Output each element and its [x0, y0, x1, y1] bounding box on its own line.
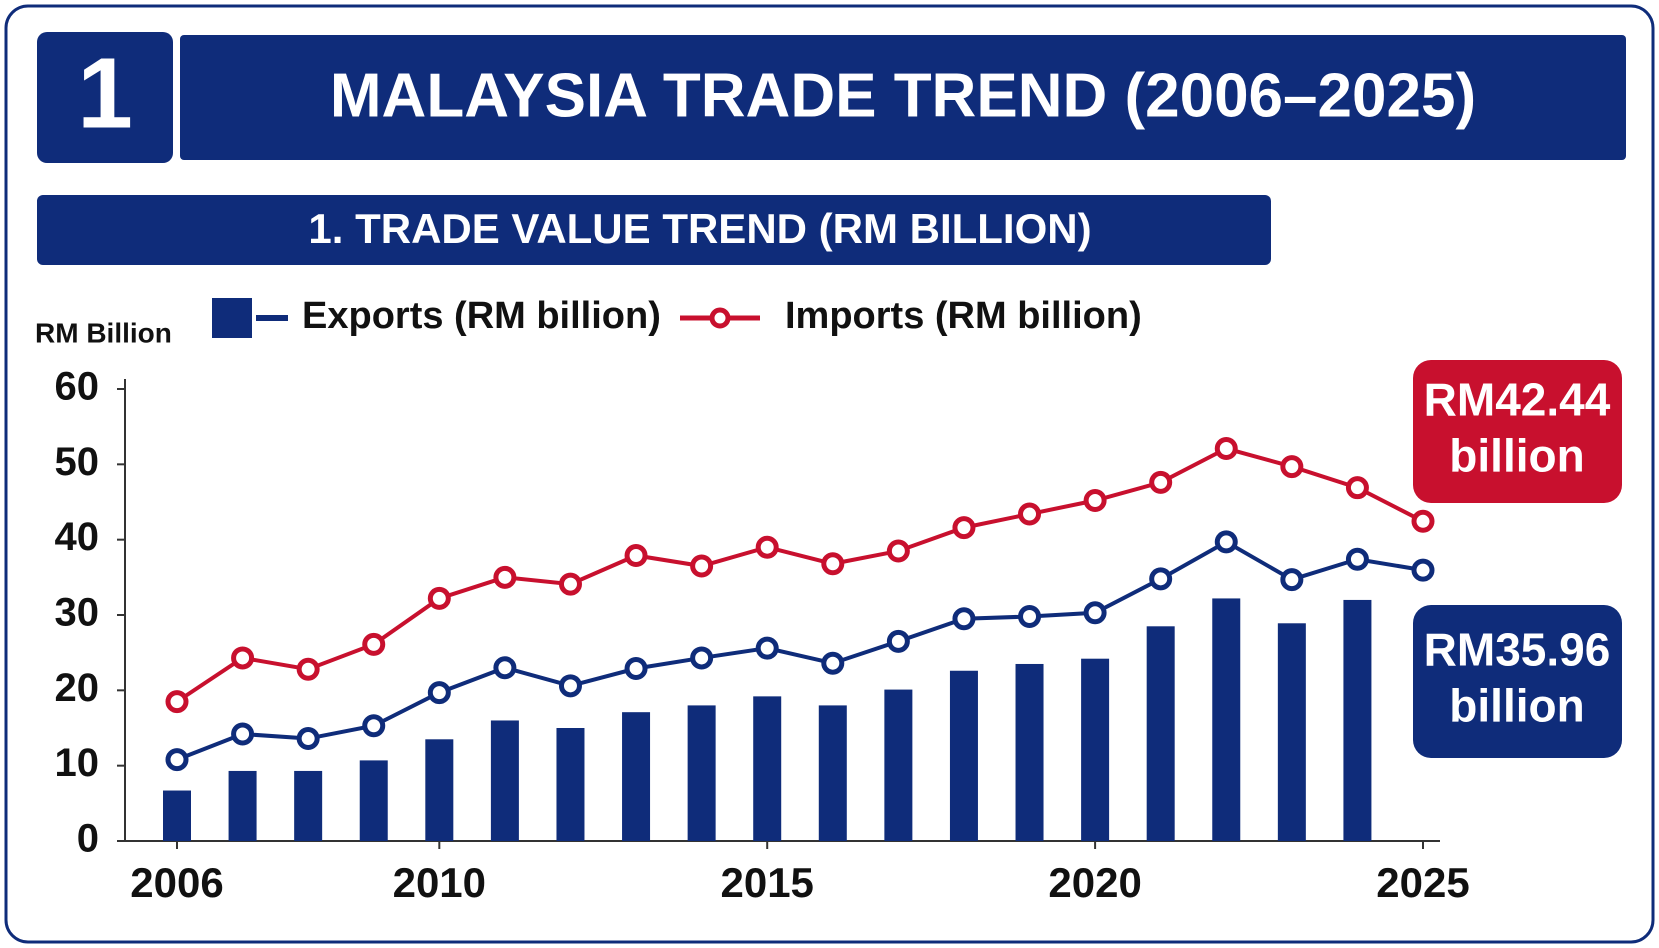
subtitle: 1. TRADE VALUE TREND (RM BILLION) — [308, 205, 1091, 252]
bar — [1212, 598, 1241, 841]
bar — [884, 689, 913, 841]
point — [1411, 558, 1435, 582]
legend-bar — [212, 298, 252, 338]
point — [165, 748, 189, 772]
callout-box — [1413, 605, 1622, 758]
badge: 1 — [77, 37, 133, 149]
bar — [163, 790, 191, 841]
point — [690, 646, 714, 670]
badge-box — [37, 32, 173, 163]
bar — [490, 720, 519, 841]
point — [362, 714, 386, 738]
point — [1018, 605, 1042, 629]
point — [1345, 547, 1369, 571]
point — [952, 607, 976, 631]
point — [690, 554, 714, 578]
point — [1280, 568, 1304, 592]
x-tick-label: 2025 — [1376, 859, 1469, 906]
callout-text: RM35.96 — [1424, 624, 1611, 676]
x-tick-label: 2015 — [720, 859, 813, 906]
point — [362, 632, 386, 656]
legend-point — [709, 307, 731, 329]
point — [231, 722, 255, 746]
bar — [1277, 623, 1306, 841]
legend-label: Exports (RM billion) — [302, 295, 661, 337]
point — [1214, 437, 1238, 461]
bar — [1343, 599, 1372, 841]
y-tick-label: 40 — [55, 515, 100, 559]
bar — [556, 728, 585, 841]
point — [1214, 530, 1238, 554]
bar — [818, 705, 847, 841]
point — [1018, 502, 1042, 526]
callout-text: RM42.44 — [1424, 374, 1611, 426]
point — [952, 516, 976, 540]
line — [176, 539, 1424, 762]
point — [755, 636, 779, 660]
callout-text: billion — [1449, 680, 1584, 732]
y-tick-label: 20 — [55, 666, 100, 710]
bar — [359, 760, 388, 841]
point — [1083, 601, 1107, 625]
point — [755, 535, 779, 559]
point — [493, 656, 517, 680]
y-tick-label: 0 — [77, 817, 99, 861]
point — [624, 656, 648, 680]
point — [493, 565, 517, 589]
point — [296, 727, 320, 751]
bar — [425, 739, 454, 841]
callout-text: billion — [1449, 430, 1584, 482]
bar — [949, 670, 978, 841]
bar — [1015, 663, 1044, 841]
y-tick-label: 60 — [55, 365, 100, 409]
point — [624, 543, 648, 567]
x-tick-label: 2010 — [393, 859, 486, 906]
y-tick-label: 30 — [55, 591, 100, 635]
point — [296, 657, 320, 681]
subtitle-bar — [37, 195, 1271, 265]
point — [558, 572, 582, 596]
chart-title: MALAYSIA TRADE TREND (2006–2025) — [330, 61, 1476, 130]
bar — [753, 696, 782, 841]
point — [427, 586, 451, 610]
legend-label: Imports (RM billion) — [785, 295, 1142, 337]
point — [1149, 470, 1173, 494]
y-tick-label: 10 — [55, 741, 100, 785]
bar — [687, 705, 716, 841]
line — [175, 446, 1424, 704]
point — [165, 690, 189, 714]
point — [1083, 488, 1107, 512]
title-bar — [180, 35, 1626, 160]
point — [231, 646, 255, 670]
point — [821, 552, 845, 576]
point — [1280, 455, 1304, 479]
bar — [622, 712, 651, 841]
callout-box — [1413, 360, 1622, 503]
y-axis-label: RM Billion — [35, 317, 172, 348]
point — [886, 629, 910, 653]
point — [886, 539, 910, 563]
point — [558, 674, 582, 698]
point — [1411, 509, 1435, 533]
point — [427, 681, 451, 705]
bar — [1081, 658, 1110, 841]
x-tick-label: 2006 — [130, 859, 223, 906]
bar — [294, 770, 323, 841]
point — [1345, 476, 1369, 500]
x-tick-label: 2020 — [1048, 859, 1141, 906]
point — [1149, 567, 1173, 591]
y-tick-label: 50 — [55, 440, 100, 484]
bar — [228, 770, 257, 841]
bar — [1146, 626, 1175, 841]
point — [821, 651, 845, 675]
